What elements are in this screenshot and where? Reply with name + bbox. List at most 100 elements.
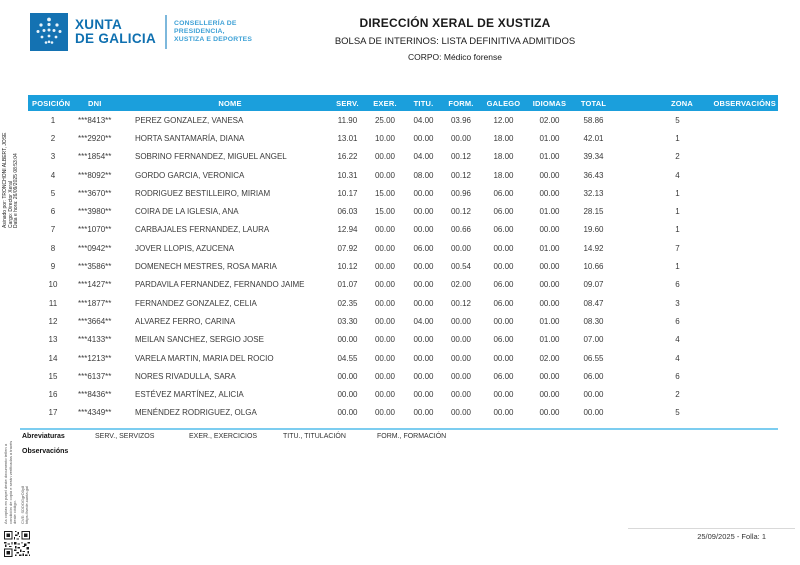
table-cell: SOBRINO FERNANDEZ, MIGUEL ANGEL — [135, 152, 287, 162]
table-cell: 3 — [675, 298, 680, 308]
table-cell: ESTÉVEZ MARTÍNEZ, ALICIA — [135, 390, 244, 400]
table-cell: 08.47 — [583, 298, 604, 308]
table-cell — [615, 221, 660, 239]
table-cell: ***8092** — [78, 170, 112, 180]
table-cell: 15.00 — [374, 207, 396, 217]
document-titles: DIRECCIÓN XERAL DE XUSTIZA BOLSA DE INTE… — [255, 16, 655, 62]
table-cell: 04.00 — [413, 115, 434, 125]
table-cell: ***3664** — [78, 316, 112, 326]
table-cell: 00.00 — [539, 371, 560, 381]
column-header-spacer — [615, 95, 660, 111]
table-cell: 00.12 — [450, 152, 472, 162]
table-cell: 36.43 — [583, 170, 604, 180]
table-cell: 1 — [675, 133, 680, 143]
table-cell: FERNANDEZ GONZALEZ, CELIA — [135, 298, 257, 308]
table-cell — [615, 129, 660, 147]
table-cell: 00.00 — [493, 408, 514, 418]
column-header: DNI — [78, 95, 130, 111]
table-cell — [695, 184, 778, 202]
table-cell: 00.00 — [539, 188, 560, 198]
table-cell — [615, 239, 660, 257]
column-header: IDIOMAS — [527, 95, 572, 111]
table-cell: ***8436** — [78, 390, 112, 400]
page-title: DIRECCIÓN XERAL DE XUSTIZA — [359, 16, 551, 30]
table-cell: 00.00 — [413, 353, 434, 363]
table-cell: 00.00 — [374, 280, 396, 290]
column-header: OBSERVACIÓNS — [695, 95, 778, 111]
table-cell: 10.66 — [583, 262, 604, 272]
table-cell — [695, 221, 778, 239]
table-cell — [615, 404, 660, 422]
table-cell: 00.00 — [337, 371, 358, 381]
table-cell: 06.00 — [493, 225, 514, 235]
table-cell: 06.00 — [583, 371, 604, 381]
date-page-number: 25/09/2025 - Folla: 1 — [697, 532, 766, 541]
table-cell: 03.30 — [337, 316, 358, 326]
table-cell — [695, 385, 778, 403]
table-cell: 00.00 — [413, 335, 434, 345]
table-cell: 07.92 — [337, 243, 358, 253]
table-cell: ***4349** — [78, 408, 112, 418]
table-cell: 4 — [675, 170, 680, 180]
table-cell — [695, 276, 778, 294]
table-cell: 06.00 — [493, 335, 514, 345]
abbreviation-item: SERV., SERVIZOS — [95, 433, 155, 440]
table-cell: 2 — [675, 152, 680, 162]
table-cell: 00.00 — [450, 316, 472, 326]
table-cell: 00.00 — [583, 390, 604, 400]
table-cell: 17 — [48, 408, 58, 418]
table-cell: 00.00 — [337, 335, 358, 345]
table-cell: 01.00 — [539, 243, 560, 253]
table-cell: 00.00 — [413, 371, 434, 381]
table-cell: 00.00 — [493, 243, 514, 253]
table-cell: 10.00 — [374, 133, 396, 143]
table-cell: 06.00 — [493, 188, 514, 198]
table-cell: 00.00 — [413, 225, 434, 235]
table-cell: 00.00 — [539, 262, 560, 272]
copy-notice-text: As copias en papel deste documento teñen… — [3, 440, 18, 524]
table-row: 6 ***3980** COIRA DE LA IGLESIA, ANA 06.03 1… — [28, 202, 778, 220]
xunta-logo-icon — [30, 13, 68, 51]
column-header: EXER. — [365, 95, 405, 111]
table-cell: 00.00 — [539, 298, 560, 308]
table-cell: PARDAVILA FERNANDEZ, FERNANDO JAIME — [135, 280, 305, 290]
table-cell: 00.00 — [450, 243, 472, 253]
admitted-list-table: POSICIÓN DNI NOME SERV. EXER. TITU. FORM. GALEG… — [28, 95, 778, 422]
table-cell: 1 — [675, 188, 680, 198]
table-cell — [615, 276, 660, 294]
table-cell: 04.00 — [413, 152, 434, 162]
table-row: 16 ***8436** ESTÉVEZ MARTÍNEZ, ALICIA 00.00… — [28, 385, 778, 403]
table-cell: 01.00 — [539, 207, 560, 217]
table-cell: 13 — [48, 335, 58, 345]
table-cell: 06.03 — [337, 207, 358, 217]
table-cell: 12 — [48, 316, 58, 326]
page-info-divider — [628, 528, 795, 529]
signature-datetime: Data e hora: 26/09/2025 08:53:04 — [13, 153, 20, 228]
table-cell: 4 — [675, 335, 680, 345]
table-cell: JOVER LLOPIS, AZUCENA — [135, 243, 235, 253]
table-cell: 00.00 — [413, 207, 434, 217]
table-cell: 06.00 — [413, 243, 434, 253]
table-cell: 5 — [50, 188, 56, 198]
table-row: 3 ***1854** SOBRINO FERNANDEZ, MIGUEL ANGE… — [28, 148, 778, 166]
table-cell: 00.00 — [450, 133, 472, 143]
table-cell — [695, 129, 778, 147]
table-cell: ***1877** — [78, 298, 112, 308]
observations-label: Observacións — [22, 448, 69, 455]
table-cell: 00.00 — [413, 262, 434, 272]
table-cell: COIRA DE LA IGLESIA, ANA — [135, 207, 239, 217]
table-cell: 4 — [675, 353, 680, 363]
department-line1: CONSELLERÍA DE — [174, 19, 237, 27]
table-cell: 12.00 — [493, 115, 514, 125]
table-row: 11 ***1877** FERNANDEZ GONZALEZ, CELIA 02.3… — [28, 294, 778, 312]
table-cell: 07.00 — [583, 335, 604, 345]
table-cell: 6 — [675, 280, 680, 290]
table-cell: 18.00 — [493, 133, 514, 143]
table-cell — [695, 148, 778, 166]
table-cell: 04.00 — [413, 316, 434, 326]
column-header: FORM. — [442, 95, 480, 111]
table-cell: 00.00 — [374, 353, 396, 363]
table-cell — [615, 294, 660, 312]
table-cell — [695, 202, 778, 220]
table-cell: ***1070** — [78, 225, 112, 235]
